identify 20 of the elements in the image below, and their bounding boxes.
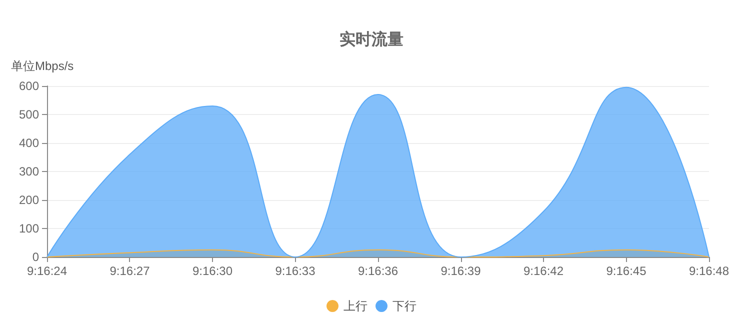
- x-tick-label: 9:16:27: [110, 264, 150, 278]
- x-tick-label: 9:16:39: [440, 264, 482, 278]
- legend-label: 上行: [344, 299, 368, 313]
- x-tick-label: 9:16:45: [606, 264, 647, 278]
- y-tick-label: 200: [18, 193, 40, 207]
- y-tick-label: 300: [18, 164, 40, 178]
- x-tick-label: 9:16:36: [358, 264, 398, 278]
- x-tick-label: 9:16:24: [26, 264, 68, 278]
- y-tick-label: 400: [18, 136, 40, 150]
- x-tick-label: 9:16:48: [688, 264, 730, 278]
- x-tick-label: 9:16:30: [192, 264, 233, 278]
- y-tick-label: 100: [18, 222, 40, 236]
- chart-title: 实时流量: [340, 30, 404, 48]
- y-tick-label: 500: [18, 108, 40, 122]
- x-tick-label: 9:16:42: [523, 264, 564, 278]
- legend-label: 下行: [392, 299, 416, 313]
- x-tick-label: 9:16:33: [275, 264, 316, 278]
- y-tick-label: 600: [18, 79, 40, 93]
- y-axis-title: 单位Mbps/s: [11, 59, 74, 73]
- y-tick-label: 0: [32, 250, 40, 264]
